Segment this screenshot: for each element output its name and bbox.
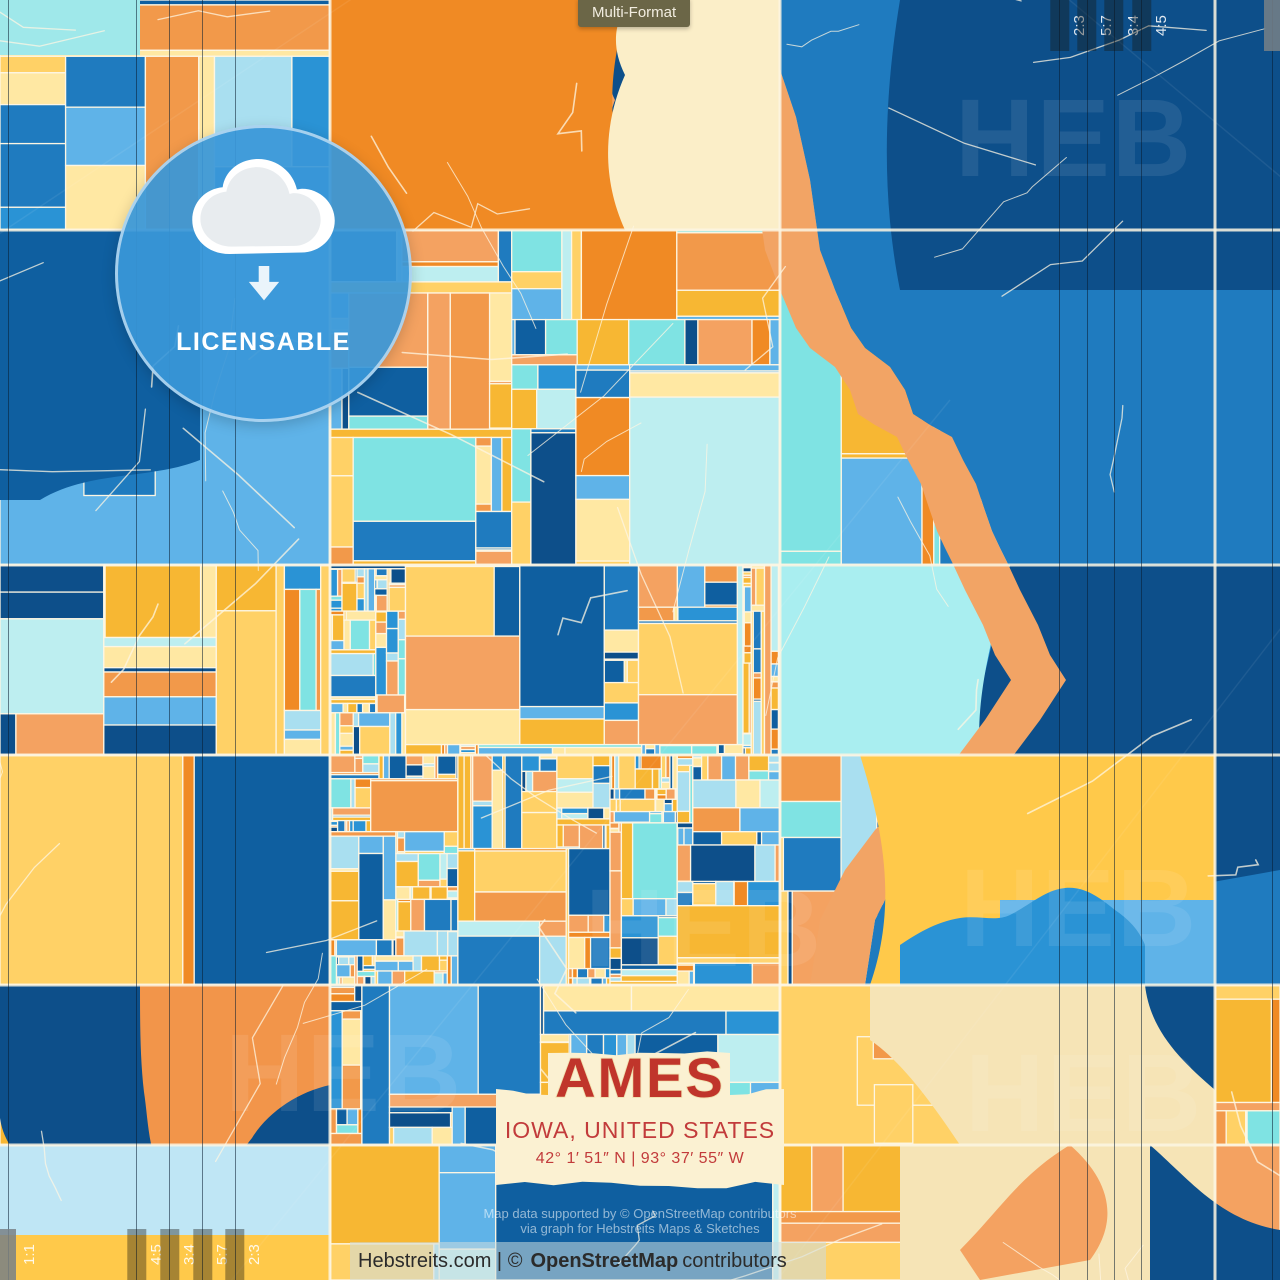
svg-text:AMES: AMES (555, 1049, 725, 1109)
